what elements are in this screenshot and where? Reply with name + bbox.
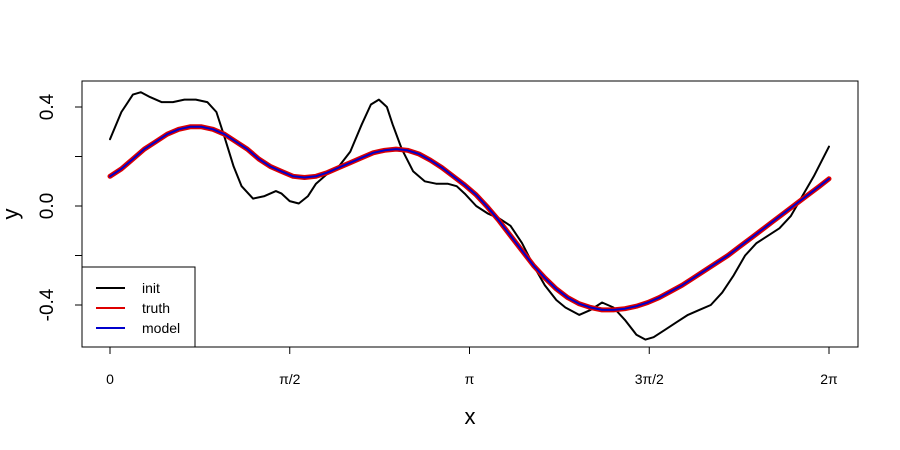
y-tick-label: 0.0 xyxy=(37,193,58,219)
x-tick-label: 3π/2 xyxy=(635,371,664,387)
legend-label-truth: truth xyxy=(142,300,170,316)
series-line-model xyxy=(109,125,830,311)
y-tick-label: 0.4 xyxy=(37,93,58,120)
series-line-truth xyxy=(107,124,832,313)
plot-frame xyxy=(81,80,859,348)
series-layer xyxy=(107,91,832,341)
legend-label-model: model xyxy=(142,320,180,336)
legend-item-truth: truth xyxy=(96,300,170,316)
legend-item-init: init xyxy=(96,280,160,296)
series-line-init xyxy=(109,91,830,341)
y-axis-title: y xyxy=(0,209,23,220)
legend: init truth model xyxy=(81,266,196,348)
x-axis-title: x xyxy=(465,404,476,429)
x-tick-label: π xyxy=(465,371,475,387)
x-tick-label: π/2 xyxy=(279,371,301,387)
legend-item-model: model xyxy=(96,320,180,336)
x-tick-label: 0 xyxy=(106,371,114,387)
x-tick-label: 2π xyxy=(820,371,838,387)
y-axis: -0.4 0.0 0.4 xyxy=(37,93,83,321)
x-axis: 0 π/2 π 3π/2 2π xyxy=(106,346,838,387)
y-tick-label: -0.4 xyxy=(37,288,58,321)
legend-label-init: init xyxy=(142,280,160,296)
